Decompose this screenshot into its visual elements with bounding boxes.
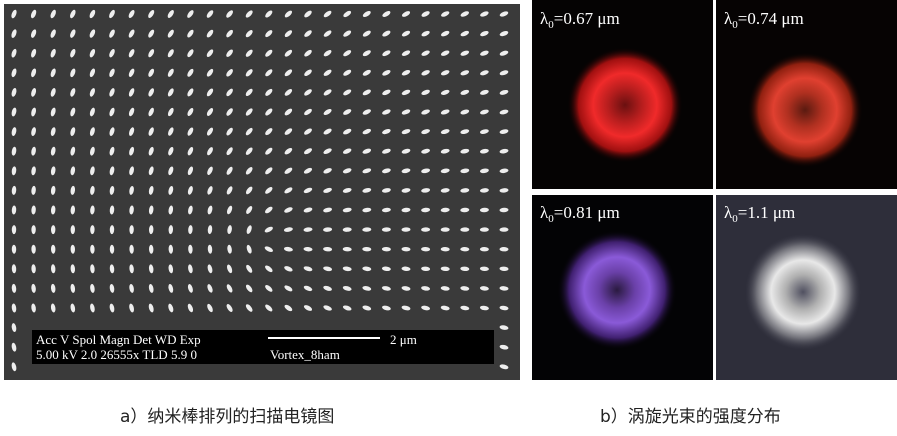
beam-spot: [747, 52, 863, 168]
beam-spot: [557, 230, 677, 350]
figure: Acc V Spol Magn Det WD Exp 5.00 kV 2.0 2…: [0, 0, 897, 400]
beam-spot: [567, 47, 683, 163]
beam-spot: [745, 234, 861, 350]
info-line2: 5.00 kV 2.0 26555x TLD 5.9 0: [36, 347, 197, 362]
sample-name: Vortex_8ham: [270, 347, 340, 362]
caption: b）涡旋光束的强度分布: [600, 402, 781, 427]
scale-label: 2 μm: [390, 332, 417, 347]
page: Acc V Spol Magn Det WD Exp 5.00 kV 2.0 2…: [0, 0, 897, 436]
caption: a）纳米棒排列的扫描电镜图: [120, 402, 334, 427]
info-line1: Acc V Spol Magn Det WD Exp: [36, 332, 201, 347]
